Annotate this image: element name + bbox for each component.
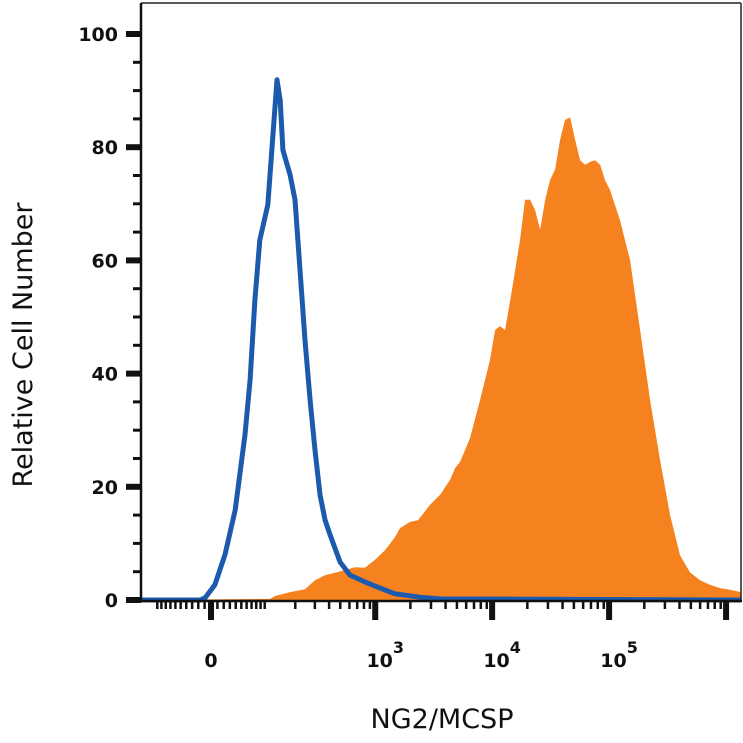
y-tick-label: 60 <box>92 250 118 272</box>
x-tick-base: 10 <box>366 650 392 672</box>
x-tick-label: 105 <box>600 638 638 672</box>
y-axis-ticks <box>126 31 141 603</box>
x-tick-exponent: 4 <box>510 638 521 657</box>
x-tick-base: 10 <box>483 650 509 672</box>
histogram-line-series-1 <box>140 77 741 603</box>
y-axis-title: Relative Cell Number <box>8 202 39 488</box>
y-tick-label: 100 <box>78 24 118 46</box>
y-tick-label: 0 <box>105 590 118 612</box>
x-tick-label: 0 <box>204 650 217 672</box>
histogram-fill-series-0 <box>140 117 741 600</box>
x-axis-ticks <box>156 601 730 620</box>
x-tick-label: 104 <box>483 638 521 672</box>
x-tick-exponent: 5 <box>627 638 638 657</box>
x-tick-exponent: 3 <box>393 638 404 657</box>
x-tick-base: 10 <box>600 650 626 672</box>
x-tick-base: 0 <box>204 650 217 672</box>
y-tick-label: 80 <box>92 137 118 159</box>
x-axis-title: NG2/MCSP <box>371 704 514 735</box>
y-tick-label: 40 <box>92 364 118 386</box>
x-tick-label: 103 <box>366 638 404 672</box>
y-tick-labels: 0 20 40 60 80 100 <box>78 24 118 612</box>
series-layer <box>140 77 741 603</box>
y-tick-label: 20 <box>92 477 118 499</box>
